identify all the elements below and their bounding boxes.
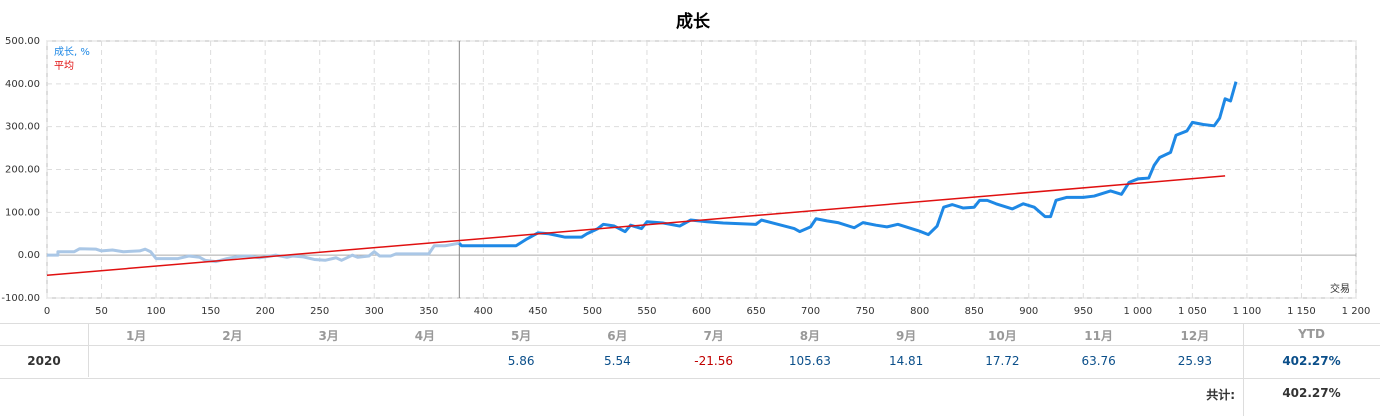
chart-title: 成长: [676, 11, 711, 32]
col-separator: [1243, 323, 1244, 416]
y-tick-label: 100.00: [5, 207, 40, 218]
cell-value: 5.54: [604, 354, 631, 368]
cell-value: 402.27%: [1282, 354, 1341, 368]
series-line: [47, 241, 460, 264]
cell-value: 17.72: [985, 354, 1020, 368]
x-tick-label: 450: [528, 306, 547, 317]
cell-value: 63.76: [1081, 354, 1116, 368]
x-tick-label: 950: [1074, 306, 1093, 317]
series-line: [46, 175, 1226, 277]
column-header: 12月: [1180, 329, 1210, 343]
x-tick-label: 300: [365, 306, 384, 317]
y-tick-label: 200.00: [5, 165, 40, 176]
y-tick-label: -100.00: [1, 293, 40, 304]
column-header: 1月: [125, 329, 147, 343]
chart: 成长 交易 -100.00 0.00 100.00 200.00 300.00 400.0…: [1, 11, 1371, 317]
col-separator: [88, 323, 89, 377]
x-tick-label: 750: [856, 306, 875, 317]
y-tick-label: 0.00: [18, 250, 40, 261]
row-separator: [0, 345, 1380, 346]
x-tick-label: 900: [1019, 306, 1038, 317]
series-line: [458, 81, 1238, 248]
x-tick-label: 1 200: [1342, 306, 1371, 317]
x-tick-label: 0: [44, 306, 50, 317]
x-tick-label: 1 050: [1178, 306, 1207, 317]
x-tick-label: 650: [746, 306, 765, 317]
x-tick-label: 1 000: [1124, 306, 1153, 317]
cell-value: 5.86: [507, 354, 535, 368]
table-frame: [0, 323, 1380, 379]
x-tick-label: 500: [583, 306, 602, 317]
total-label: 共计:: [1206, 388, 1235, 402]
cell-value: 14.81: [888, 354, 924, 368]
x-tick-label: 1 100: [1233, 306, 1262, 317]
x-tick-label: 150: [201, 306, 220, 317]
x-tick-label: 1 150: [1287, 306, 1316, 317]
x-tick-label: 250: [310, 306, 329, 317]
column-header: 9月: [895, 329, 917, 343]
column-header: YTD: [1298, 327, 1325, 341]
x-tick-label: 200: [256, 306, 275, 317]
column-header: 2月: [222, 329, 243, 343]
x-tick-label: 600: [692, 306, 711, 317]
x-axis-label: 交易: [1330, 282, 1350, 295]
legend-label: 成长, %: [54, 46, 90, 58]
x-tick-label: 50: [95, 306, 108, 317]
x-tick-label: 850: [965, 306, 984, 317]
cell-value: 25.93: [1177, 354, 1213, 368]
y-tick-label: 300.00: [5, 122, 40, 133]
column-header: 3月: [318, 329, 339, 343]
y-tick-label: 400.00: [5, 79, 40, 90]
column-header: 10月: [988, 329, 1017, 343]
x-tick-label: 550: [637, 306, 656, 317]
x-tick-label: 800: [910, 306, 929, 317]
legend-label: 平均: [54, 60, 74, 72]
column-header: 8月: [799, 329, 821, 343]
column-header: 7月: [703, 329, 724, 343]
column-header: 6月: [607, 329, 628, 343]
total-value: 402.27%: [1282, 386, 1341, 400]
column-header: 5月: [510, 329, 532, 343]
x-tick-label: 100: [147, 306, 166, 317]
y-tick-label: 500.00: [5, 36, 40, 47]
column-header: 4月: [414, 329, 436, 343]
cell-value: -21.56: [694, 354, 733, 368]
column-header: 11月: [1084, 329, 1113, 343]
x-tick-label: 700: [801, 306, 820, 317]
x-tick-label: 350: [419, 306, 438, 317]
cell-value: 105.63: [788, 354, 831, 368]
row-label: 2020: [27, 354, 61, 368]
x-tick-label: 400: [474, 306, 493, 317]
